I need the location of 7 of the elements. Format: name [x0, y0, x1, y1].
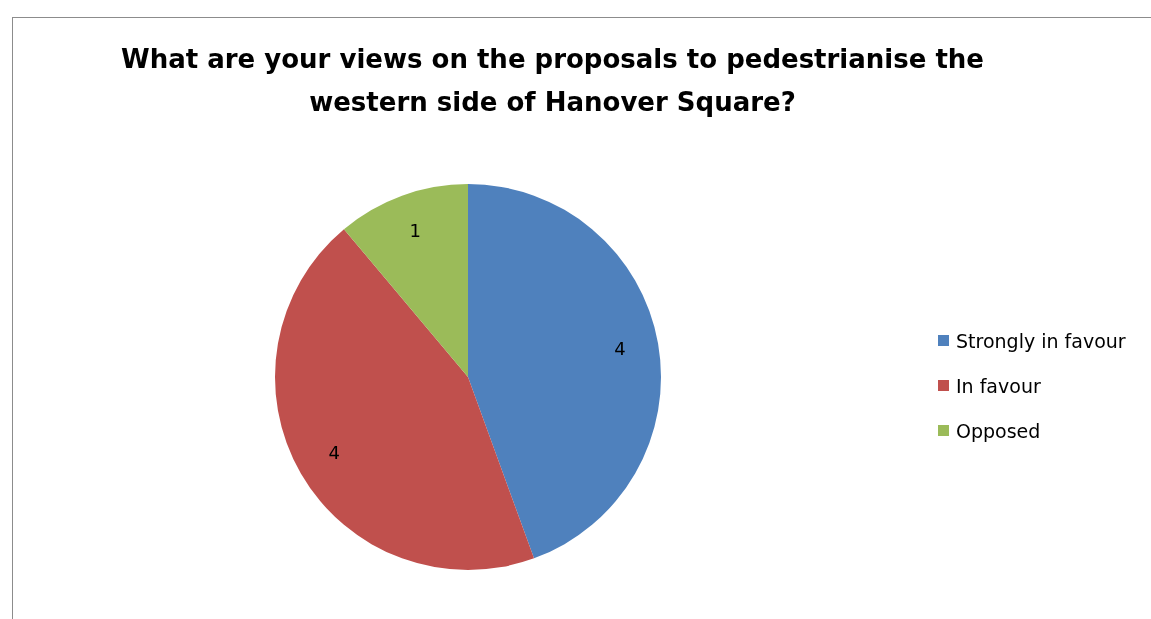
data-label: 4 — [614, 337, 626, 359]
legend-label: Strongly in favour — [956, 329, 1126, 352]
chart-title: What are your views on the proposals to pedestrianise the western side of Hanover Square? — [120, 43, 985, 119]
data-label: 4 — [328, 441, 341, 463]
legend-label: In favour — [956, 374, 1041, 397]
data-label: 1 — [409, 219, 421, 241]
legend-label: Opposed — [956, 419, 1041, 442]
